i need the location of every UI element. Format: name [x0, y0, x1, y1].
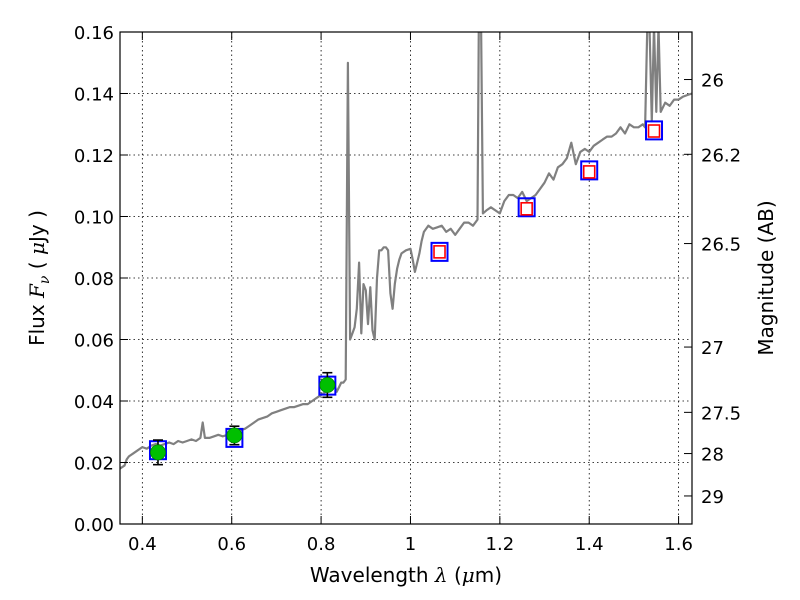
model-flux-square	[580, 160, 599, 181]
upper-limit-square	[520, 202, 533, 216]
x-tick-label: 1.4	[575, 534, 604, 555]
x-axis-label: Wavelength λ (μm)	[310, 563, 502, 587]
model-flux-square	[517, 197, 536, 218]
y2-axis-label: Magnitude (AB)	[754, 200, 778, 355]
model-flux-square	[645, 120, 664, 141]
y-tick-label: 0.14	[74, 85, 114, 106]
x-tick-label: 0.4	[128, 534, 157, 555]
grid	[120, 32, 692, 524]
y-tick-label: 0.06	[74, 331, 114, 352]
observed-flux-point	[226, 427, 243, 444]
x-tick-label: 1.2	[486, 534, 515, 555]
y-tick-label: 0.08	[74, 269, 114, 290]
upper-limit-square	[582, 165, 596, 179]
x-tick-label: 1.6	[664, 534, 693, 555]
observed-flux-point	[150, 444, 166, 461]
y-tick-label: 0.00	[74, 515, 114, 536]
y2-tick-label: 27.5	[701, 403, 741, 424]
y2-tick-label: 26.5	[701, 235, 741, 256]
axis-ticks: 0.4 0.6 0.8 1 1.2 1.4 1.6 0.00 0.02 0.04 0.06 0.08 0…	[74, 23, 741, 555]
y2-tick-label: 27	[701, 338, 724, 359]
y2-tick-label: 26	[701, 71, 724, 92]
x-tick-label: 0.6	[217, 534, 246, 555]
y2-tick-label: 29	[701, 487, 724, 508]
y-tick-label: 0.12	[74, 146, 114, 167]
y-tick-label: 0.10	[74, 208, 114, 229]
model-flux-square	[430, 241, 449, 262]
upper-limit-square	[647, 124, 661, 138]
upper-limit-square	[433, 245, 446, 259]
y2-tick-label: 26.2	[701, 145, 741, 166]
y-axis-label: Flux Fν ( μJy )	[25, 210, 53, 346]
y-tick-label: 0.02	[74, 454, 114, 475]
observed-flux-point	[319, 377, 336, 393]
x-tick-label: 1	[405, 534, 416, 555]
y-tick-label: 0.16	[74, 23, 114, 44]
y-tick-label: 0.04	[74, 392, 114, 413]
data-layer	[120, 32, 692, 470]
x-tick-label: 0.8	[307, 534, 336, 555]
y2-tick-label: 28	[701, 445, 724, 466]
